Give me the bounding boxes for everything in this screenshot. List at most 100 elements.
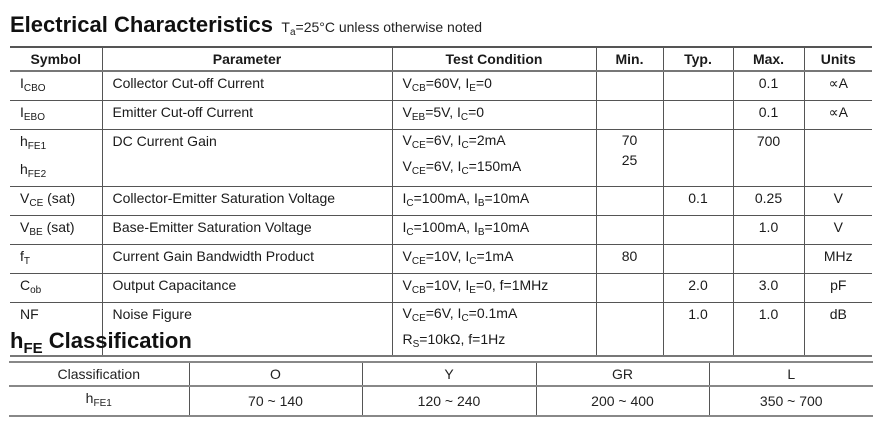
symbol-sub: CE [29, 198, 44, 209]
parameter-cell: DC Current Gain [101, 129, 393, 187]
symbol-sub: EBO [23, 112, 46, 123]
typ-value: 0.1 [688, 190, 708, 206]
parameter-cell: Emitter Cut-off Current [101, 100, 393, 130]
symbol-base: V [20, 190, 30, 206]
note-sub: a [289, 27, 296, 38]
condition-subscript: C [461, 313, 469, 324]
condition-text: =10kΩ, f=1Hz [419, 331, 506, 347]
symbol-sub: BE [29, 227, 43, 238]
class-y: Y [361, 362, 537, 386]
max-cell: 3.0 [732, 273, 805, 303]
test-condition-cell: VCE=6V, IC=2mA VCE=6V, IC=150mA [391, 129, 597, 187]
section-title-electrical: Electrical Characteristics Ta=25°C unles… [10, 12, 482, 38]
table-header-row: Symbol Parameter Test Condition Min. Typ… [10, 47, 872, 71]
symbol-sub: T [23, 256, 30, 267]
table-row: NF Noise Figure VCE=6V, IC=0.1mA RS=10kΩ, f… [10, 302, 872, 356]
condition-text: V [402, 305, 412, 321]
symbol-sub: FE2 [27, 169, 47, 180]
symbol-base: I [20, 104, 24, 120]
min-cell: 70 25 [595, 129, 664, 187]
condition-text: =0, f=1MHz [475, 277, 549, 293]
typ-cell [662, 100, 734, 130]
title-text: Electrical Characteristics [10, 12, 273, 37]
condition-subscript: CE [411, 256, 426, 267]
class-o: O [188, 362, 363, 386]
condition-subscript: CE [411, 140, 426, 151]
max-cell: 0.1 [732, 100, 805, 130]
classification-label: Classification [9, 362, 190, 386]
symbol-cell: fT [10, 244, 103, 274]
condition-subscript: C [406, 227, 414, 238]
typ-cell [662, 215, 734, 245]
symbol-sub: FE1 [27, 141, 47, 152]
condition-text: =5V, I [425, 104, 461, 120]
parameter-cell: Noise Figure [101, 302, 393, 356]
typ-cell: 2.0 [662, 273, 734, 303]
max-cell: 1.0 [732, 302, 805, 356]
range-l: 350 ~ 700 [708, 386, 873, 416]
condition-text: I [402, 219, 407, 235]
col-header-symbol: Symbol [10, 47, 103, 71]
condition-line: VCE=10V, IC=1mA [403, 245, 586, 273]
parameter-cell: Collector-Emitter Saturation Voltage [101, 186, 393, 216]
condition-text: =6V, I [425, 305, 462, 321]
symbol-line: IEBO [20, 101, 92, 129]
max-cell: 700 [732, 129, 805, 187]
condition-text: =60V, I [425, 75, 470, 91]
title-note: Ta=25°C unless otherwise noted [281, 19, 482, 38]
max-cell: 1.0 [732, 215, 805, 245]
table-row: fT Current Gain Bandwidth Product VCE=10V,… [10, 244, 872, 274]
condition-line: VCE=6V, IC=2mA [403, 130, 586, 156]
condition-subscript: C [460, 112, 469, 123]
symbol-line: hFE2 [20, 158, 92, 186]
condition-text: V [402, 75, 412, 91]
min-cell [595, 302, 664, 356]
max-value: 0.1 [758, 75, 779, 91]
units-cell: dB [803, 302, 872, 356]
symbol-cell: ICBO [10, 71, 103, 101]
symbol-suffix: (sat) [43, 190, 76, 206]
typ-cell [662, 244, 734, 274]
condition-text: =10V, I [425, 248, 470, 264]
electrical-characteristics-table: Symbol Parameter Test Condition Min. Typ… [10, 46, 872, 357]
condition-subscript: CB [411, 83, 426, 94]
units-cell [803, 129, 872, 187]
min-cell [595, 100, 664, 130]
symbol-cell: NF [10, 302, 103, 356]
hfe-classification-table: Classification O Y GR L hFE1 70 ~ 140 12… [9, 361, 873, 417]
units-cell: V [803, 215, 872, 245]
max-cell [732, 244, 805, 274]
condition-subscript: B [477, 227, 485, 238]
hfe1-label: hFE1 [9, 386, 190, 416]
units-cell: MHz [803, 244, 872, 274]
symbol-cell: VCE (sat) [10, 186, 103, 216]
classification-range-row: hFE1 70 ~ 140 120 ~ 240 200 ~ 400 350 ~ … [9, 386, 873, 416]
condition-text: V [402, 248, 412, 264]
classification-header-row: Classification O Y GR L [9, 362, 873, 386]
table-row: ICBO Collector Cut-off Current VCB=60V, IE… [10, 71, 872, 101]
symbol-base: C [20, 277, 31, 293]
symbol-line: NF [20, 303, 92, 325]
condition-text: V [402, 158, 412, 174]
symbol-cell: VBE (sat) [10, 215, 103, 245]
max-value: 3.0 [758, 277, 779, 293]
table-row: VCE (sat) Collector-Emitter Saturation Vo… [10, 186, 872, 216]
condition-line: VCB=60V, IE=0 [403, 72, 586, 100]
min-value: 25 [621, 152, 638, 168]
parameter-cell: Current Gain Bandwidth Product [101, 244, 393, 274]
condition-line: IC=100mA, IB=10mA [403, 216, 586, 244]
symbol-sub: CBO [23, 83, 46, 94]
condition-text: =1mA [476, 248, 514, 264]
units-cell: ∝A [803, 100, 872, 130]
condition-subscript: C [469, 256, 477, 267]
title2-sub: FE [23, 340, 43, 357]
condition-line: VCE=6V, IC=0.1mA [403, 303, 586, 329]
hfe1-base: h [85, 390, 94, 406]
typ-cell: 0.1 [662, 186, 734, 216]
symbol-line: Cob [20, 274, 92, 302]
range-y: 120 ~ 240 [361, 386, 537, 416]
typ-cell [662, 129, 734, 187]
test-condition-cell: IC=100mA, IB=10mA [391, 186, 597, 216]
test-condition-cell: VCB=60V, IE=0 [391, 71, 597, 101]
test-condition-cell: VCB=10V, IE=0, f=1MHz [391, 273, 597, 303]
